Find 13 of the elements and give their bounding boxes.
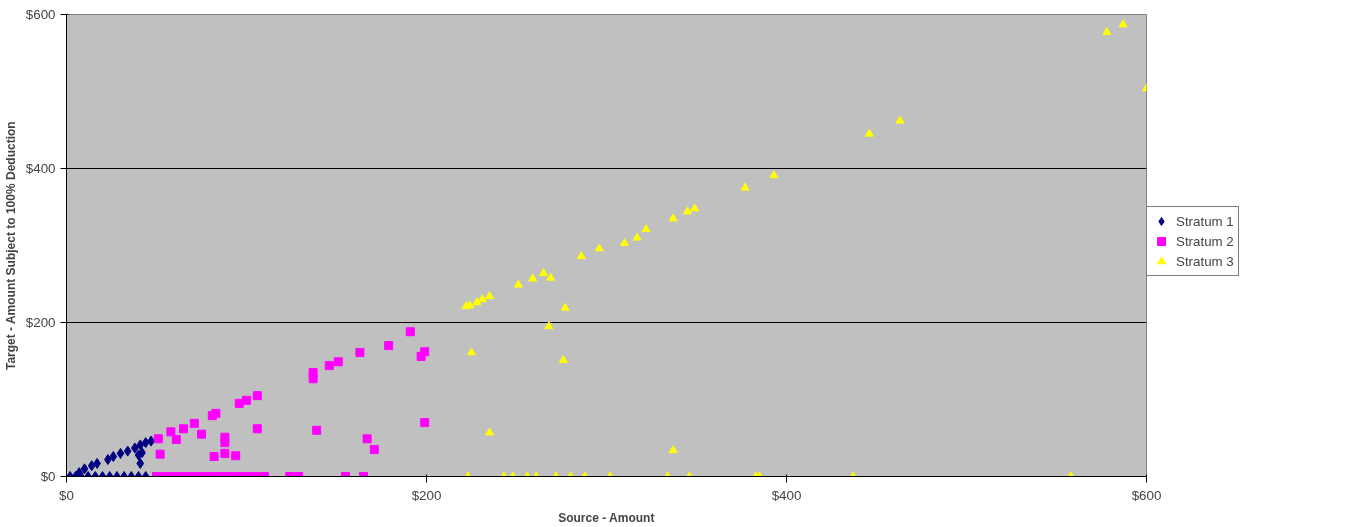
x-tick-label: $0 [59,487,74,503]
legend-label: Stratum 3 [1176,253,1234,269]
x-tick-label: $400 [771,487,802,503]
legend-label: Stratum 2 [1176,233,1234,249]
y-tick-label: $0 [40,469,56,484]
y-tick-label: $400 [25,161,56,176]
x-tick-label: $600 [1131,487,1162,503]
y-tick-label: $600 [25,7,56,22]
x-axis-title: Source - Amount [558,510,655,525]
legend-label: Stratum 1 [1176,213,1234,229]
x-tick-label: $200 [411,487,442,503]
y-axis-title: Target - Amount Subject to 100% Deduction [3,121,18,371]
y-tick-label: $200 [25,315,56,330]
